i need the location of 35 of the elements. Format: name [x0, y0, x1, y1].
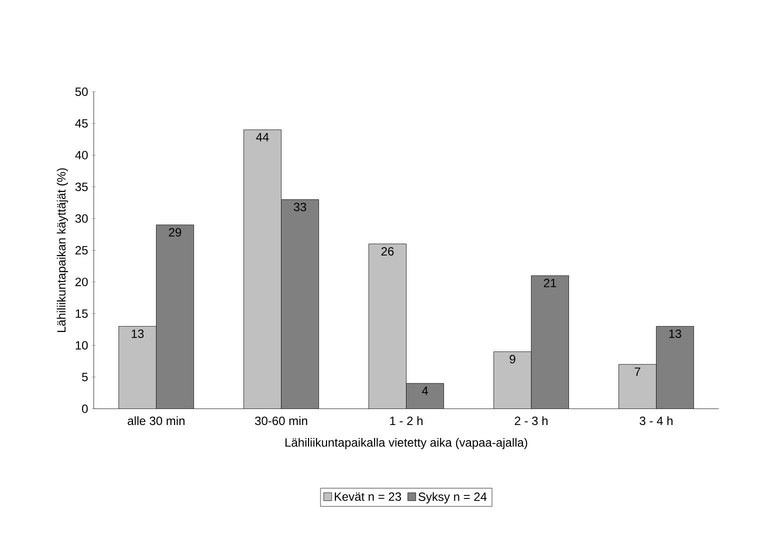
data-label: 9 — [510, 354, 516, 364]
y-tick-label: 10 — [76, 341, 88, 350]
y-tick-label: 35 — [75, 182, 88, 192]
data-label: 13 — [132, 330, 144, 338]
y-axis-title: Lähiliikuntapaikan käyttäjät (%) — [56, 168, 68, 332]
data-label: 33 — [294, 202, 306, 212]
data-label: 26 — [381, 247, 394, 256]
legend-label: Syksy n = 24 — [418, 492, 487, 504]
y-tick-label: 5 — [82, 372, 88, 382]
x-tick-label: 3 - 4 h — [640, 416, 672, 426]
data-label: 29 — [168, 228, 182, 237]
bar — [118, 326, 156, 409]
data-label: 13 — [669, 330, 682, 338]
y-tick-label: 15 — [76, 309, 88, 318]
y-tick-label: 40 — [75, 150, 88, 160]
x-tick-label: alle 30 min — [128, 416, 184, 426]
y-tick-label: 50 — [75, 87, 88, 96]
data-label: 44 — [256, 132, 269, 142]
y-tick-label: 0 — [82, 404, 88, 413]
y-tick-label: 45 — [75, 119, 88, 128]
x-tick-label: 1 - 2 h — [390, 416, 422, 425]
x-tick-label: 2 - 3 h — [514, 416, 548, 426]
x-axis-title: Lähiliikuntapaikalla vietetty aika (vapaa-ajalla) — [286, 438, 528, 450]
bar — [368, 244, 406, 409]
y-tick-label: 25 — [75, 246, 88, 254]
x-tick-label: 30-60 min — [255, 416, 308, 426]
y-tick-label: 20 — [75, 278, 88, 286]
bar — [244, 130, 282, 409]
bar — [618, 364, 656, 409]
bar — [494, 352, 532, 409]
legend-label: Kevät n = 23 — [334, 492, 402, 501]
y-tick-label: 30 — [75, 214, 88, 223]
data-label: 4 — [422, 386, 428, 395]
data-label: 21 — [544, 278, 556, 288]
data-label: 7 — [634, 368, 640, 376]
